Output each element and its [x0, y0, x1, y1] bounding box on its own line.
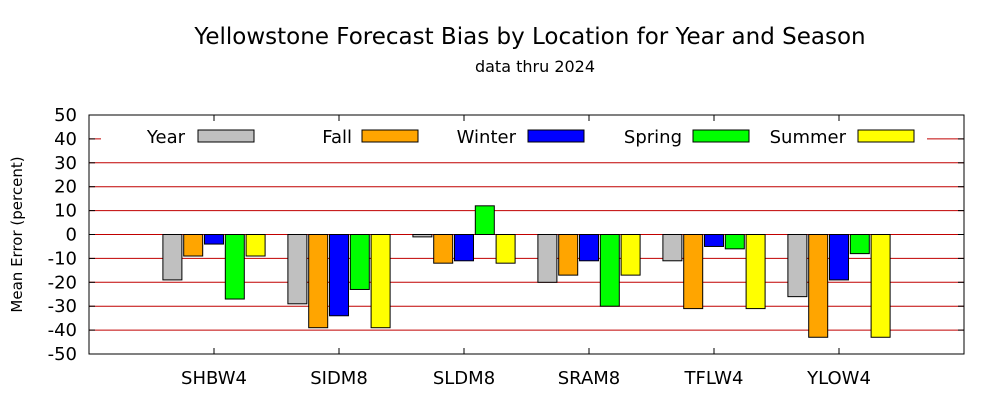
legend-swatch-spring	[692, 129, 750, 143]
bar-year-shbw4	[162, 234, 183, 281]
y-tick-label: 10	[54, 201, 77, 222]
bar-spring-tflw4	[724, 234, 745, 250]
bar-year-sidm8	[287, 234, 308, 305]
bar-summer-tflw4	[745, 234, 766, 310]
bar-summer-sram8	[620, 234, 641, 276]
bar-spring-sldm8	[474, 205, 495, 236]
bars	[162, 205, 891, 338]
bar-winter-sram8	[579, 234, 599, 262]
legend-swatch-fall	[361, 129, 419, 143]
bar-summer-shbw4	[245, 234, 266, 257]
bar-spring-sidm8	[349, 234, 370, 290]
y-tick-label: 20	[54, 177, 77, 198]
legend-swatch-summer	[857, 129, 915, 143]
bar-summer-ylow4	[870, 234, 891, 338]
bar-fall-ylow4	[808, 234, 829, 338]
bar-winter-shbw4	[204, 234, 224, 245]
y-axis-label: Mean Error (percent)	[8, 156, 26, 312]
category-label: YLOW4	[806, 368, 871, 389]
legend-swatch-year	[197, 129, 255, 143]
bar-year-tflw4	[662, 234, 683, 262]
legend-label-fall: Fall	[322, 127, 352, 148]
y-tick-label: -20	[48, 272, 77, 293]
category-label: SHBW4	[181, 368, 247, 389]
legend: Year Fall Winter Spring Summer	[101, 124, 927, 150]
bar-fall-sram8	[558, 234, 579, 276]
chart-title: Yellowstone Forecast Bias by Location fo…	[193, 24, 865, 50]
bar-fall-tflw4	[683, 234, 704, 310]
bar-fall-shbw4	[183, 234, 204, 257]
y-tick-label: 40	[54, 129, 77, 150]
legend-label-year: Year	[146, 127, 186, 148]
bar-winter-sldm8	[454, 234, 474, 262]
category-label: SIDM8	[310, 368, 368, 389]
y-tick-label: -50	[48, 344, 77, 365]
legend-label-summer: Summer	[770, 127, 847, 148]
bar-year-sram8	[537, 234, 558, 283]
x-categories: SHBW4 SIDM8 SLDM8 SRAM8 TFLW4 YLOW4	[181, 115, 871, 389]
y-ticks: 50 40 30 20 10 0-10 -20 -30 -40 -50	[48, 105, 964, 365]
bar-summer-sldm8	[495, 234, 516, 264]
legend-swatch-winter	[527, 129, 585, 143]
y-tick-label: 30	[54, 153, 77, 174]
y-tick-label: -40	[48, 320, 77, 341]
bar-spring-sram8	[599, 234, 620, 307]
bar-year-sldm8	[412, 234, 433, 238]
y-tick-label: -10	[48, 248, 77, 269]
y-tick-label: 0	[66, 225, 77, 246]
y-tick-label: -30	[48, 296, 77, 317]
bar-year-ylow4	[787, 234, 808, 298]
bar-winter-ylow4	[829, 234, 849, 281]
category-label: SLDM8	[433, 368, 495, 389]
y-tick-label: 50	[54, 105, 77, 126]
bar-summer-sidm8	[370, 234, 391, 329]
chart-subtitle: data thru 2024	[475, 57, 595, 76]
bar-fall-sidm8	[308, 234, 329, 329]
category-label: TFLW4	[684, 368, 744, 389]
bar-winter-sidm8	[329, 234, 349, 317]
bar-spring-shbw4	[224, 234, 245, 300]
legend-label-spring: Spring	[624, 127, 682, 148]
category-label: SRAM8	[558, 368, 621, 389]
bar-fall-sldm8	[433, 234, 454, 264]
bar-winter-tflw4	[704, 234, 724, 247]
bar-spring-ylow4	[849, 234, 870, 255]
legend-label-winter: Winter	[457, 127, 517, 148]
